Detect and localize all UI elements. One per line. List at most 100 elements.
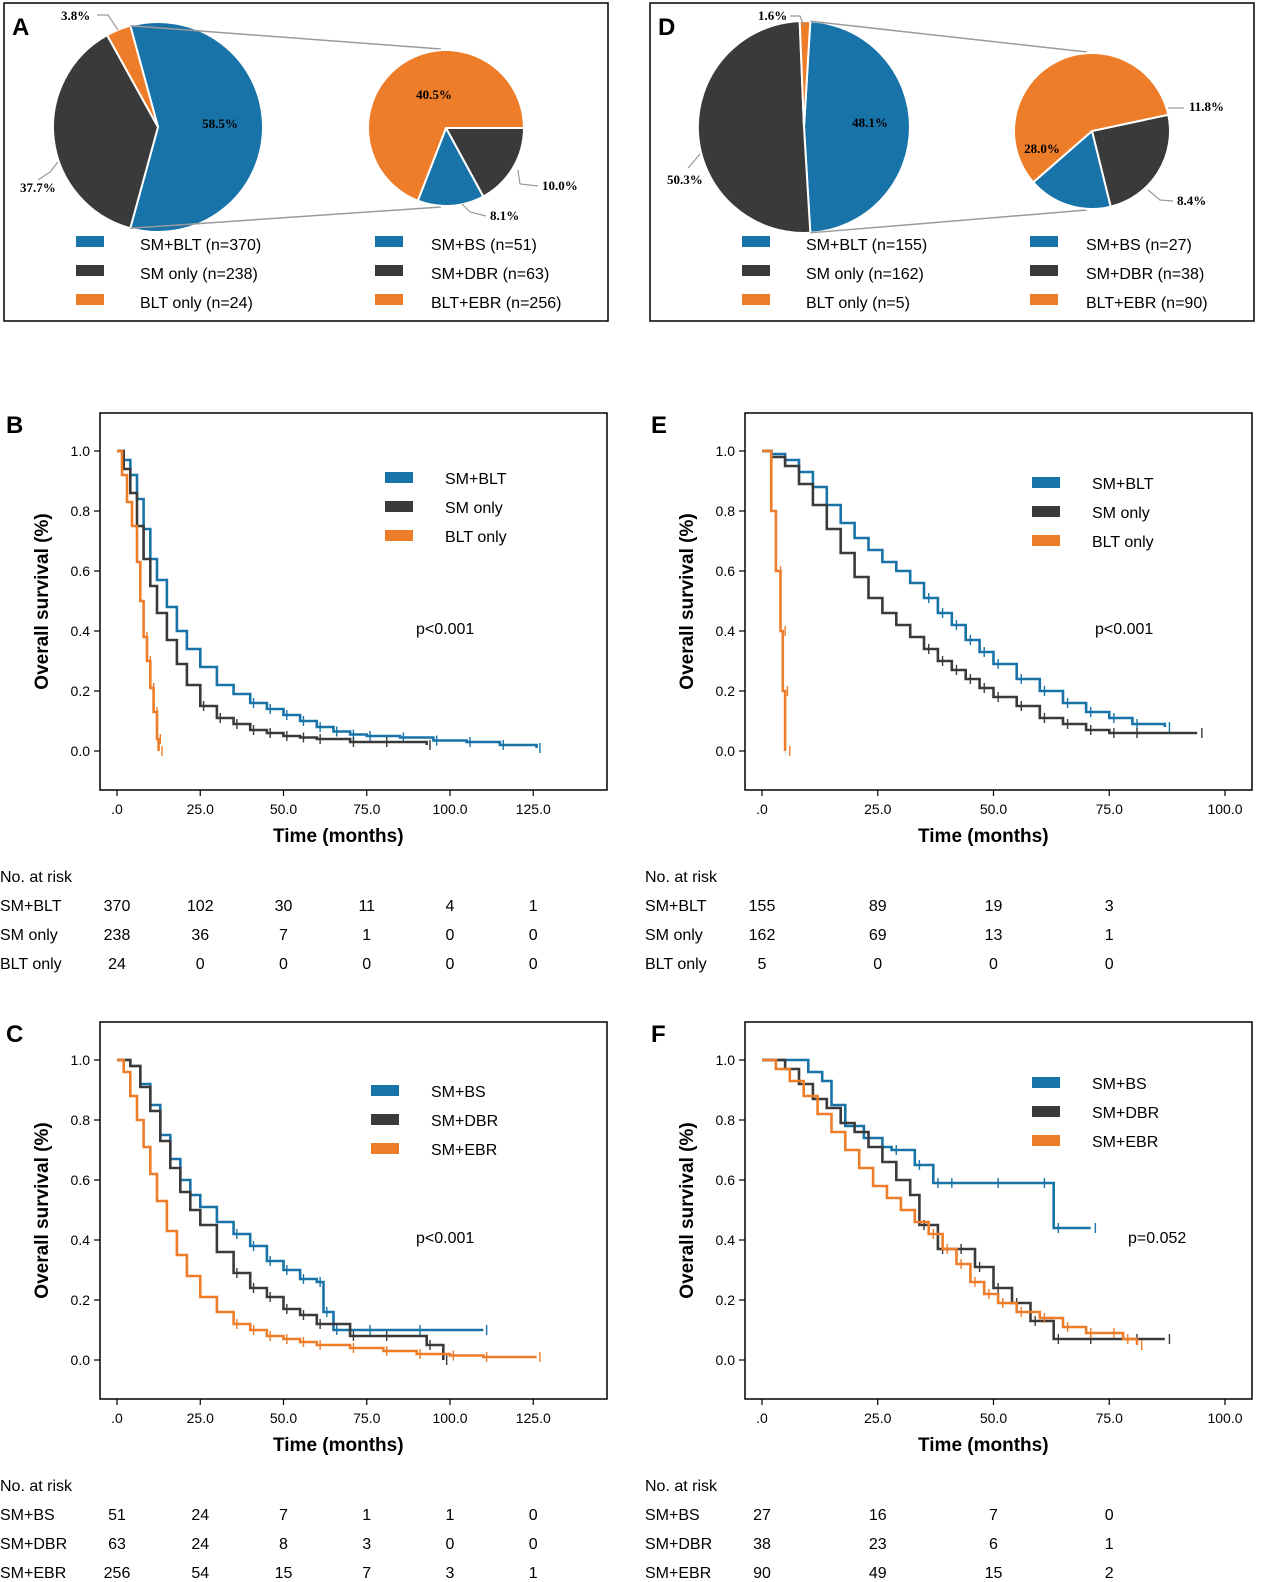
risk-cell: 0 bbox=[873, 956, 882, 973]
outer-slice-sm-blt bbox=[129, 21, 264, 233]
risk-cell: 1 bbox=[529, 898, 538, 915]
km_c: C0.00.20.40.60.81.0.0 25.0 50.0 75.0 100.0 12… bbox=[0, 1021, 608, 1582]
x-tick-label: 25.0 bbox=[187, 1410, 214, 1426]
x-axis-title: Time (months) bbox=[273, 826, 404, 847]
panel-letter: B bbox=[6, 412, 23, 439]
risk-row-label: SM+BLT bbox=[645, 898, 707, 915]
legend-swatch bbox=[1032, 1077, 1060, 1088]
legend-swatch bbox=[371, 1114, 399, 1125]
risk-row-label: SM only bbox=[0, 927, 58, 944]
connector-line bbox=[130, 24, 442, 50]
legend-label: SM+EBR bbox=[431, 1142, 497, 1159]
risk-cell: 238 bbox=[104, 927, 131, 944]
y-tick-label: 0.4 bbox=[71, 623, 91, 639]
x-tick-label: 50.0 bbox=[270, 801, 297, 817]
legend-label: SM only bbox=[445, 500, 503, 517]
y-axis-title: Overall survival (%) bbox=[677, 513, 698, 689]
plot-frame bbox=[99, 1021, 608, 1400]
legend-swatch bbox=[1030, 265, 1058, 276]
y-axis-title: Overall survival (%) bbox=[32, 513, 53, 689]
connector-line bbox=[130, 206, 442, 230]
x-tick-label: 100.0 bbox=[1207, 801, 1242, 817]
plot-frame bbox=[99, 412, 608, 791]
p-value: p<0.001 bbox=[416, 1230, 474, 1247]
legend-swatch bbox=[1032, 1135, 1060, 1146]
panel-frame bbox=[3, 2, 609, 322]
risk-cell: 102 bbox=[187, 898, 214, 915]
km-curve-sm-bs bbox=[117, 1058, 484, 1332]
legend-swatch bbox=[742, 236, 770, 247]
panel-letter: F bbox=[651, 1021, 666, 1048]
risk-cell: 1 bbox=[362, 1507, 371, 1524]
inner-slice-blt-ebr bbox=[367, 48, 526, 203]
connector-line bbox=[810, 209, 1088, 234]
legend-swatch bbox=[1032, 1106, 1060, 1117]
x-tick-label: 50.0 bbox=[980, 801, 1007, 817]
risk-cell: 5 bbox=[758, 956, 767, 973]
risk-cell: 3 bbox=[446, 1565, 455, 1582]
risk-cell: 6 bbox=[989, 1536, 998, 1553]
km-curve-blt-only bbox=[117, 449, 160, 751]
km-curve-sm-dbr bbox=[762, 1058, 1165, 1341]
km-curve-sm-bs bbox=[762, 1058, 1091, 1230]
risk-row-label: BLT only bbox=[645, 956, 707, 973]
risk-cell: 1 bbox=[362, 927, 371, 944]
risk-cell: 24 bbox=[191, 1536, 209, 1553]
risk-cell: 63 bbox=[108, 1536, 126, 1553]
legend-swatch bbox=[371, 1085, 399, 1096]
risk-cell: 155 bbox=[749, 898, 776, 915]
leader-line bbox=[517, 169, 539, 187]
x-tick-label: 25.0 bbox=[864, 1410, 891, 1426]
risk-cell: 15 bbox=[275, 1565, 293, 1582]
y-tick-label: 0.2 bbox=[71, 683, 91, 699]
risk-cell: 36 bbox=[191, 927, 209, 944]
km-curve-sm-blt bbox=[117, 449, 538, 748]
x-tick-label: 125.0 bbox=[516, 1410, 551, 1426]
pct-label: 11.8% bbox=[1189, 99, 1224, 114]
legend-swatch bbox=[1032, 477, 1060, 488]
risk-cell: 0 bbox=[446, 1536, 455, 1553]
legend-label: SM only bbox=[1092, 505, 1150, 522]
x-tick-label: .0 bbox=[756, 1410, 768, 1426]
risk-cell: 1 bbox=[446, 1507, 455, 1524]
legend-swatch bbox=[385, 472, 413, 483]
legend-swatch bbox=[1030, 236, 1058, 247]
risk-cell: 2 bbox=[1105, 1565, 1114, 1582]
legend-label: SM+DBR bbox=[431, 1113, 498, 1130]
pct-label: 10.0% bbox=[542, 178, 578, 193]
risk-cell: 16 bbox=[869, 1507, 887, 1524]
legend-swatch bbox=[375, 294, 403, 305]
y-tick-label: 0.2 bbox=[716, 1292, 736, 1308]
legend-label: SM+BS bbox=[431, 1084, 486, 1101]
x-tick-label: 100.0 bbox=[432, 801, 467, 817]
inner-slice-sm-bs bbox=[1031, 129, 1112, 210]
risk-cell: 0 bbox=[1105, 1507, 1114, 1524]
y-tick-label: 1.0 bbox=[716, 1052, 736, 1068]
legend-label: SM+DBR (n=63) bbox=[431, 266, 549, 283]
p-value: p=0.052 bbox=[1128, 1230, 1186, 1247]
y-tick-label: 1.0 bbox=[71, 443, 91, 459]
risk-cell: 90 bbox=[753, 1565, 771, 1582]
risk-table-title: No. at risk bbox=[645, 1478, 718, 1495]
risk-table-title: No. at risk bbox=[645, 869, 718, 886]
y-tick-label: 1.0 bbox=[71, 1052, 91, 1068]
y-tick-label: 0.6 bbox=[71, 563, 91, 579]
x-tick-label: .0 bbox=[756, 801, 768, 817]
risk-cell: 256 bbox=[104, 1565, 131, 1582]
y-tick-label: 0.8 bbox=[71, 1112, 91, 1128]
y-tick-label: 0.0 bbox=[71, 743, 91, 759]
risk-cell: 162 bbox=[749, 927, 776, 944]
km-curve-sm-dbr bbox=[117, 1058, 445, 1360]
pct-label: 8.4% bbox=[1177, 193, 1206, 208]
x-tick-label: 75.0 bbox=[353, 801, 380, 817]
legend-label: SM+BLT (n=370) bbox=[140, 237, 261, 254]
legend-label: SM+DBR (n=38) bbox=[1086, 266, 1204, 283]
legend-swatch bbox=[385, 530, 413, 541]
risk-cell: 7 bbox=[989, 1507, 998, 1524]
risk-cell: 69 bbox=[869, 927, 887, 944]
pct-label: 8.1% bbox=[490, 208, 519, 223]
y-tick-label: 0.2 bbox=[71, 1292, 91, 1308]
risk-cell: 23 bbox=[869, 1536, 887, 1553]
x-tick-label: .0 bbox=[111, 801, 123, 817]
outer-slice-sm-only bbox=[696, 20, 812, 234]
